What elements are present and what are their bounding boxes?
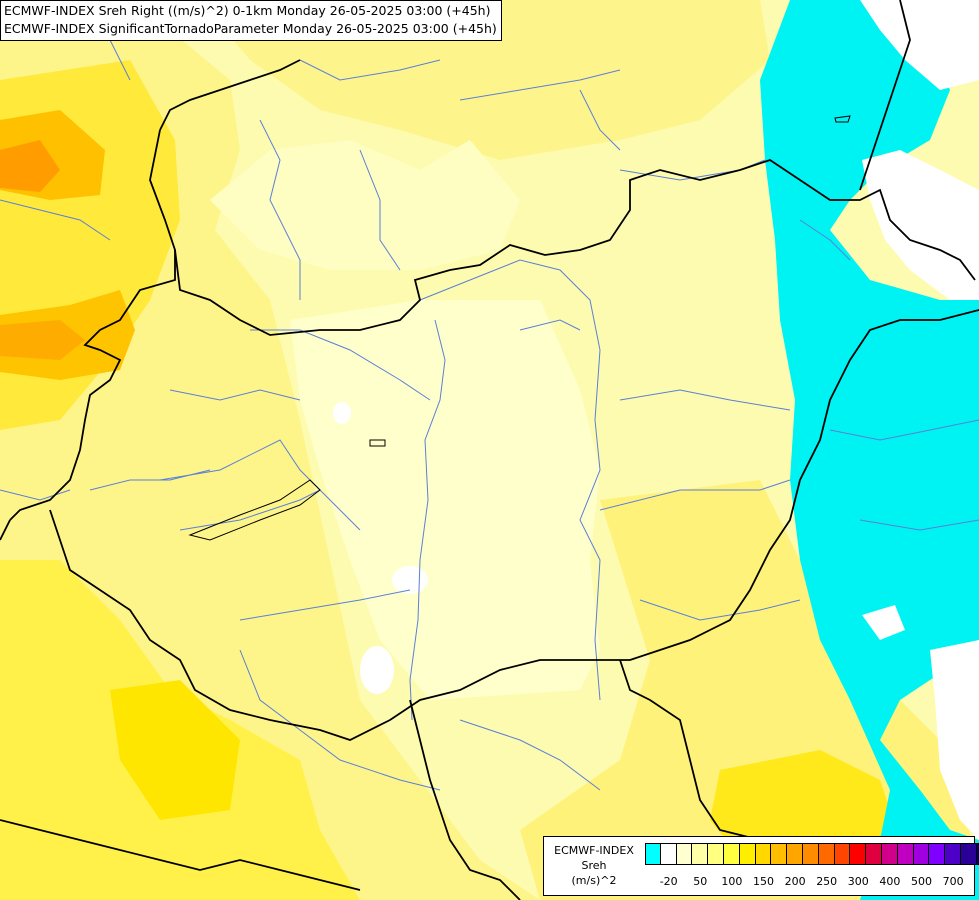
legend-swatch [771, 843, 788, 865]
white-patch-1 [333, 402, 351, 424]
legend-swatch [660, 843, 677, 865]
white-patch-east-3 [930, 640, 979, 840]
legend-swatch [834, 843, 851, 865]
field-pale-centre [290, 300, 600, 700]
legend-swatch [692, 843, 709, 865]
field-strong-sw-inner [110, 680, 240, 820]
legend-swatch [913, 843, 930, 865]
legend-swatch [945, 843, 961, 865]
legend-title-line-1: ECMWF-INDEX [554, 844, 634, 857]
map-title-line-2: ECMWF-INDEX SignificantTornadoParameter … [4, 21, 497, 36]
lakes [188, 115, 851, 541]
legend-swatch [676, 843, 693, 865]
white-patch-3 [360, 646, 394, 694]
map-title-line-1: ECMWF-INDEX Sreh Right ((m/s)^2) 0-1km M… [4, 3, 491, 18]
legend-swatch [850, 843, 867, 865]
legend-title: ECMWF-INDEX Sreh (m/s)^2 [546, 843, 642, 888]
legend-tick-label: -20 [659, 875, 678, 888]
white-patch-east-2 [862, 150, 979, 300]
legend-swatch [897, 843, 914, 865]
legend-swatch [739, 843, 756, 865]
legend-title-line-3: (m/s)^2 [571, 874, 617, 887]
legend-swatch [881, 843, 898, 865]
legend-tick-label: 200 [784, 875, 806, 888]
map-title-box: ECMWF-INDEX Sreh Right ((m/s)^2) 0-1km M… [0, 0, 502, 41]
legend-swatch [929, 843, 946, 865]
legend-swatch [818, 843, 835, 865]
legend-tick-label: 700 [942, 875, 964, 888]
legend-tick-label: 500 [911, 875, 932, 888]
field-cyan-east [760, 0, 979, 900]
legend-tick-label: 150 [753, 875, 774, 888]
legend-tick-label: 50 [693, 875, 708, 888]
legend-tick-label: 300 [847, 875, 869, 888]
legend-tick-label: 400 [879, 875, 901, 888]
field-orange-nw-core [0, 140, 60, 192]
white-patch-east-1 [860, 0, 979, 90]
legend-title-line-2: Sreh [581, 859, 607, 872]
legend-swatch [708, 843, 724, 865]
legend-swatch [787, 843, 803, 865]
legend-swatch [976, 843, 979, 865]
field-orange-west-core [0, 320, 85, 360]
legend-tick-label: 100 [721, 875, 743, 888]
rivers [0, 19, 979, 791]
legend-swatch [802, 843, 819, 865]
legend-swatch [755, 843, 772, 865]
field-pale-north [210, 140, 520, 270]
legend-tick-label: 250 [816, 875, 838, 888]
legend-swatch [866, 843, 882, 865]
white-patch-2 [392, 566, 428, 594]
legend-swatch [723, 843, 740, 865]
legend-swatch [960, 843, 977, 865]
legend-swatch [645, 843, 661, 865]
legend-swatches [645, 843, 979, 865]
color-legend: ECMWF-INDEX Sreh (m/s)^2 -20 50 100 150 200 2… [543, 836, 979, 896]
white-patch-east-4 [862, 605, 905, 640]
